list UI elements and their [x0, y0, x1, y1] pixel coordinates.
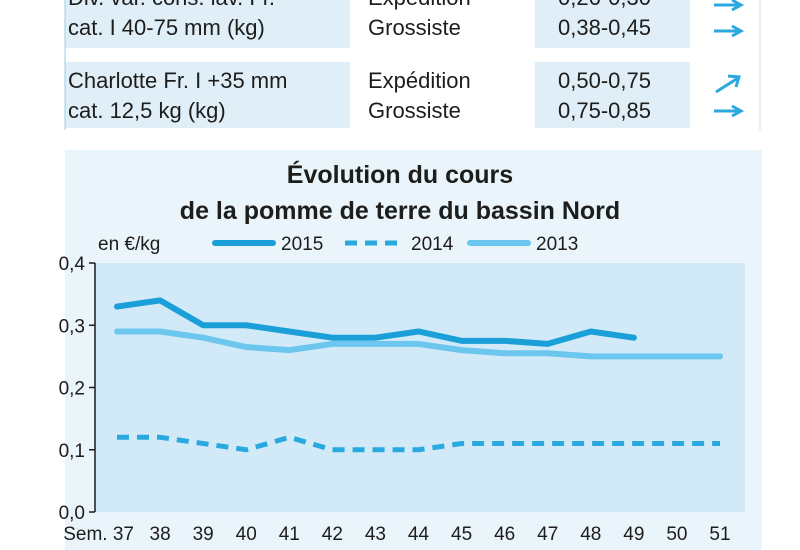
legend-label: 2015 — [281, 234, 323, 255]
product: Div. var. cons. lav. Fr. — [68, 0, 275, 10]
x-tick-label: 51 — [709, 524, 730, 545]
cell-bg — [65, 62, 350, 128]
x-tick-label: 42 — [322, 524, 343, 545]
price: 0,26-0,30 — [558, 0, 651, 10]
x-tick-label: 41 — [279, 524, 300, 545]
arrow-flat — [714, 104, 745, 118]
chart-title: Évolution du cours — [287, 160, 513, 189]
x-tick-label: 43 — [365, 524, 386, 545]
x-tick-label: Sem. 37 — [63, 524, 134, 545]
arrow-up — [715, 74, 741, 94]
stage: Expédition — [368, 68, 471, 93]
x-tick-label: 45 — [451, 524, 472, 545]
series-line — [114, 328, 723, 360]
y-tick-label: 0,0 — [59, 503, 85, 524]
y-tick-label: 0,4 — [59, 254, 86, 275]
series-line — [114, 297, 637, 347]
chart-title: de la pomme de terre du bassin Nord — [180, 197, 620, 225]
x-tick-label: 50 — [666, 524, 687, 545]
cell-bg — [535, 62, 690, 128]
stage: Expédition — [368, 0, 471, 10]
y-tick-label: 0,3 — [59, 316, 85, 337]
price: 0,75-0,85 — [558, 98, 651, 123]
plot-area — [95, 263, 745, 512]
stage: Grossiste — [368, 15, 461, 40]
x-tick-label: 38 — [150, 524, 171, 545]
price: 0,50-0,75 — [558, 68, 651, 93]
y-tick-label: 0,1 — [59, 441, 85, 462]
x-tick-label: 44 — [408, 524, 430, 545]
x-tick-label: 48 — [580, 524, 601, 545]
x-tick-label: 46 — [494, 524, 515, 545]
product: cat. I 40-75 mm (kg) — [68, 15, 265, 40]
x-tick-label: 49 — [623, 524, 644, 545]
x-tick-label: 47 — [537, 524, 558, 545]
trend-arrows — [714, 0, 745, 118]
arrow-flat — [714, 24, 745, 38]
y-tick-label: 0,2 — [59, 379, 85, 400]
price: 0,38-0,45 — [558, 15, 651, 40]
series-line — [117, 434, 720, 453]
table: Div. var. cons. lav. Fr. cat. I 40-75 mm … — [68, 0, 651, 123]
product: cat. 12,5 kg (kg) — [68, 98, 226, 123]
y-axis-label: en €/kg — [98, 234, 160, 255]
arrow-flat — [714, 0, 745, 12]
legend-label: 2013 — [536, 234, 578, 255]
legend-label: 2014 — [411, 234, 454, 255]
cell-bg — [65, 0, 350, 48]
x-tick-label: 39 — [193, 524, 214, 545]
x-tick-label: 40 — [236, 524, 257, 545]
stage: Grossiste — [368, 98, 461, 123]
product: Charlotte Fr. I +35 mm — [68, 68, 287, 93]
cell-bg — [535, 0, 690, 48]
